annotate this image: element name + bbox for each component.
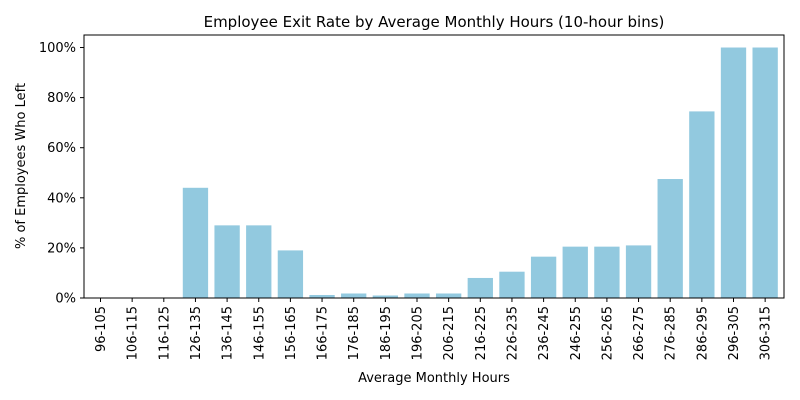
y-tick-label: 60% — [47, 141, 76, 156]
x-axis-ticks: 96-105 106-115 116-125 126-135 136-145 146-15… — [94, 298, 774, 360]
chart-title: Employee Exit Rate by Average Monthly Ho… — [204, 13, 665, 31]
x-tick-label: 116-125 — [157, 306, 172, 360]
bar-136-145 — [214, 225, 240, 298]
x-tick-label: 296-305 — [727, 306, 742, 360]
x-tick-label: 216-225 — [474, 306, 489, 360]
bar-236-245 — [530, 256, 557, 298]
x-tick-label: 136-145 — [221, 306, 236, 360]
y-tick-label: 0% — [55, 292, 76, 307]
bar-266-275 — [625, 245, 652, 298]
bar-186-195 — [372, 295, 399, 298]
bar-216-225 — [467, 277, 493, 298]
x-tick-label: 196-205 — [411, 306, 426, 360]
x-tick-label: 146-155 — [252, 306, 267, 360]
bar-296-305 — [720, 47, 747, 298]
x-tick-label: 156-165 — [284, 306, 299, 360]
x-tick-label: 286-295 — [695, 306, 710, 360]
x-tick-label: 276-285 — [664, 306, 679, 360]
x-tick-label: 246-255 — [569, 306, 584, 360]
y-axis-ticks: 0% 20% 40% 60% 80% 100% — [39, 41, 84, 307]
bar-156-165 — [277, 250, 304, 298]
x-axis-label: Average Monthly Hours — [358, 371, 510, 386]
y-tick-label: 20% — [47, 241, 76, 256]
bars-group — [182, 47, 778, 299]
x-tick-label: 166-175 — [316, 306, 331, 360]
y-tick-label: 40% — [47, 191, 76, 206]
bar-256-265 — [594, 246, 620, 298]
bar-206-215 — [435, 293, 462, 298]
x-tick-label: 176-185 — [347, 306, 362, 360]
x-tick-label: 306-315 — [759, 306, 774, 360]
x-tick-label: 226-235 — [505, 306, 520, 360]
y-tick-label: 80% — [47, 91, 76, 106]
y-axis-label: % of Employees Who Left — [14, 83, 29, 249]
x-tick-label: 256-265 — [600, 306, 615, 360]
x-tick-label: 186-195 — [379, 306, 394, 360]
x-tick-label: 106-115 — [126, 306, 141, 360]
plot-frame — [83, 34, 785, 299]
x-tick-label: 96-105 — [94, 306, 109, 352]
y-tick-label: 100% — [39, 41, 76, 56]
bar-246-255 — [562, 246, 588, 298]
bar-196-205 — [404, 293, 430, 298]
bar-176-185 — [341, 293, 367, 298]
bar-166-175 — [309, 294, 335, 298]
x-tick-label: 236-245 — [537, 306, 552, 360]
bar-276-285 — [657, 179, 683, 298]
x-tick-label: 266-275 — [632, 306, 647, 360]
x-tick-label: 206-215 — [442, 306, 457, 360]
bar-146-155 — [246, 225, 272, 298]
bar-306-315 — [752, 47, 778, 298]
bar-286-295 — [689, 111, 715, 299]
bar-126-135 — [182, 187, 209, 298]
bar-226-235 — [499, 271, 525, 298]
x-tick-label: 126-135 — [189, 306, 204, 360]
